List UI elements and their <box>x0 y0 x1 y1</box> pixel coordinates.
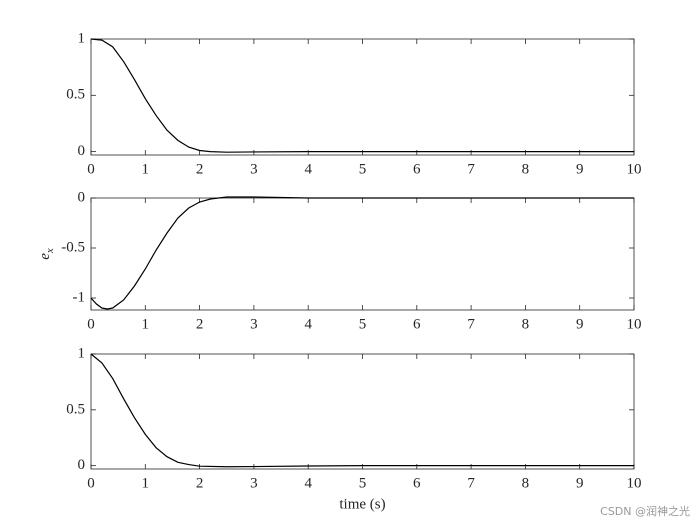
x-tick-label: 3 <box>250 316 258 332</box>
x-tick-label: 0 <box>87 316 95 332</box>
x-tick-label: 3 <box>250 475 258 491</box>
x-tick-label: 5 <box>359 161 367 177</box>
line <box>90 353 634 468</box>
x-tick-label: 5 <box>359 475 367 491</box>
x-tick-label: 0 <box>87 161 95 177</box>
y-label-base: e <box>37 253 53 260</box>
x-tick-label: 7 <box>467 316 475 332</box>
x-axis-label: time (s) <box>339 496 385 512</box>
y-tick-label: 0.5 <box>66 87 85 103</box>
x-tick-label: 10 <box>627 475 642 491</box>
x-tick-label: 5 <box>359 316 367 332</box>
x-tick-label: 2 <box>196 161 204 177</box>
x-tick-label: 10 <box>627 161 642 177</box>
y-tick-label: -1 <box>73 289 86 305</box>
y-axis-label: ex <box>37 248 55 260</box>
x-tick-label: 9 <box>576 316 584 332</box>
x-tick-label: 10 <box>627 316 642 332</box>
line <box>90 196 634 310</box>
x-tick-label: 8 <box>522 475 530 491</box>
x-tick-label: 3 <box>250 161 258 177</box>
line <box>90 38 634 153</box>
x-tick-label: 4 <box>304 316 312 332</box>
x-tick-label: 0 <box>87 475 95 491</box>
y-tick-label: 0.5 <box>66 401 85 417</box>
x-tick-label: 4 <box>304 161 312 177</box>
x-tick-label: 1 <box>142 161 150 177</box>
x-tick-label: 2 <box>196 475 204 491</box>
x-tick-label: 6 <box>413 161 421 177</box>
x-tick-label: 4 <box>304 475 312 491</box>
y-tick-label: 0 <box>78 189 86 205</box>
y-tick-label: 1 <box>78 30 86 46</box>
x-tick-label: 7 <box>467 475 475 491</box>
x-tick-label: 9 <box>576 475 584 491</box>
x-tick-label: 6 <box>413 475 421 491</box>
x-tick-label: 8 <box>522 316 530 332</box>
y-tick-label: 1 <box>78 345 86 361</box>
x-tick-label: 9 <box>576 161 584 177</box>
x-tick-label: 7 <box>467 161 475 177</box>
y-tick-label: 0 <box>78 457 86 473</box>
x-tick-label: 8 <box>522 161 530 177</box>
x-tick-label: 1 <box>142 316 150 332</box>
y-label-sub: x <box>44 248 56 254</box>
watermark: CSDN @润神之光 <box>600 504 690 518</box>
x-tick-label: 1 <box>142 475 150 491</box>
x-tick-label: 2 <box>196 316 204 332</box>
y-tick-label: -0.5 <box>61 239 85 255</box>
y-tick-label: 0 <box>78 143 86 159</box>
x-tick-label: 6 <box>413 316 421 332</box>
